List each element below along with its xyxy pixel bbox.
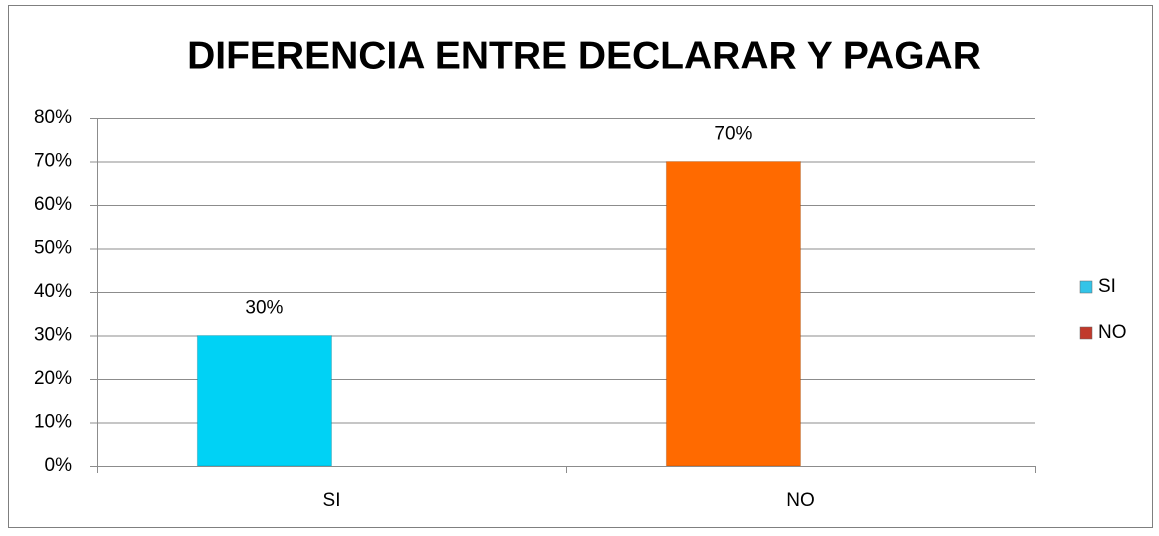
y-tick-label: 80% <box>34 107 72 128</box>
y-tick-label: 10% <box>34 412 72 433</box>
y-tick-label: 40% <box>34 281 72 302</box>
legend-label: SI <box>1098 276 1116 297</box>
chart-title: DIFERENCIA ENTRE DECLARAR Y PAGAR <box>187 34 981 77</box>
chart-frame <box>8 5 1153 528</box>
data-label: 30% <box>245 298 283 319</box>
legend-label: NO <box>1098 322 1127 343</box>
bar <box>665 161 802 467</box>
legend-swatch <box>1079 326 1093 340</box>
x-tick-label: SI <box>323 490 341 511</box>
x-tick-label: NO <box>786 490 815 511</box>
y-tick-label: 30% <box>34 325 72 346</box>
y-tick-label: 50% <box>34 238 72 259</box>
y-tick-label: 60% <box>34 194 72 215</box>
bar <box>196 335 332 467</box>
y-tick-label: 20% <box>34 368 72 389</box>
y-tick-label: 70% <box>34 151 72 172</box>
data-label: 70% <box>714 124 752 145</box>
legend-swatch <box>1079 280 1093 294</box>
y-tick-label: 0% <box>45 455 73 476</box>
